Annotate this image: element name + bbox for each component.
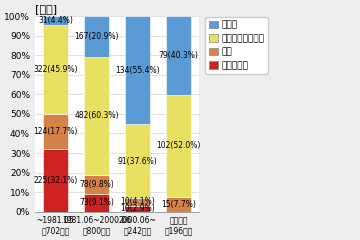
Bar xyxy=(84,16,109,57)
Text: 15(7.7%): 15(7.7%) xyxy=(161,199,196,209)
Bar xyxy=(43,16,68,25)
Legend: 無被害, 経微・小破・中破, 大破, 倒壊・崩壊: 無被害, 経微・小破・中破, 大破, 倒壊・崩壊 xyxy=(206,17,268,74)
Bar xyxy=(125,206,150,212)
Bar xyxy=(84,175,109,194)
Bar xyxy=(43,149,68,212)
Text: 124(17.7%): 124(17.7%) xyxy=(33,127,78,136)
Text: 78(9.8%): 78(9.8%) xyxy=(79,180,114,189)
Text: 482(60.3%): 482(60.3%) xyxy=(74,111,119,120)
Text: 102(52.0%): 102(52.0%) xyxy=(157,141,201,150)
Bar xyxy=(166,16,191,95)
Text: 322(45.9%): 322(45.9%) xyxy=(33,65,78,74)
Bar xyxy=(84,57,109,175)
Text: 167(20.9%): 167(20.9%) xyxy=(74,32,119,41)
Text: 79(40.3%): 79(40.3%) xyxy=(159,51,199,60)
Bar xyxy=(125,198,150,206)
Bar xyxy=(125,16,150,125)
Text: 91(37.6%): 91(37.6%) xyxy=(118,157,158,166)
Text: 10(4.1%): 10(4.1%) xyxy=(120,198,155,206)
Text: 10(2.9%): 10(2.9%) xyxy=(120,204,155,213)
Bar xyxy=(43,114,68,149)
Bar xyxy=(84,194,109,212)
Text: 225(32.1%): 225(32.1%) xyxy=(33,176,77,185)
Bar xyxy=(43,25,68,114)
Text: 134(55.4%): 134(55.4%) xyxy=(115,66,160,75)
Text: [木造]: [木造] xyxy=(35,4,57,14)
Bar xyxy=(166,95,191,197)
Bar xyxy=(125,125,150,198)
Text: 73(9.1%): 73(9.1%) xyxy=(79,198,114,207)
Bar xyxy=(166,197,191,212)
Text: 31(4.4%): 31(4.4%) xyxy=(38,16,73,25)
